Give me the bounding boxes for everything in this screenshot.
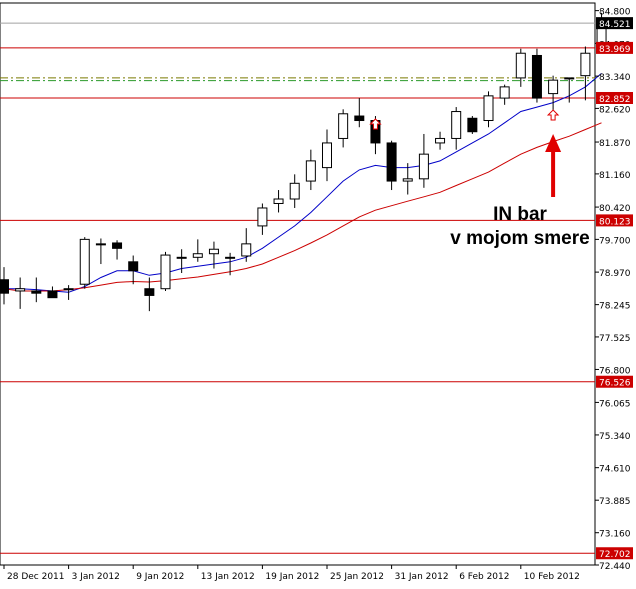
x-tick-label: 3 Jan 2012 — [72, 572, 120, 582]
annotation-line-2: v mojom smere — [450, 228, 590, 249]
x-tick-label: 6 Feb 2012 — [459, 572, 509, 582]
x-tick-label: 10 Feb 2012 — [524, 572, 580, 582]
bearish-candle — [31, 290, 42, 294]
bearish-candle — [144, 288, 155, 296]
y-tick-label: 82.620 — [599, 105, 631, 115]
bearish-candle — [386, 142, 397, 182]
bullish-candle — [322, 142, 332, 169]
bullish-candle — [225, 256, 236, 259]
x-tick-label: 28 Dec 2011 — [7, 572, 65, 582]
bullish-candle — [402, 178, 413, 182]
up-fractal-icon — [369, 118, 382, 130]
x-tick-label: 31 Jan 2012 — [395, 572, 449, 582]
up-fractal-icon — [546, 109, 560, 121]
y-tick-label: 76.065 — [599, 399, 631, 409]
plot-frame — [0, 2, 596, 566]
bullish-candle — [499, 86, 510, 99]
y-tick-label: 77.525 — [599, 334, 631, 344]
bullish-candle — [564, 77, 575, 80]
bullish-candle — [289, 182, 300, 200]
bullish-candle — [451, 111, 462, 139]
y-tick-label: 78.245 — [599, 302, 631, 312]
bullish-candle — [208, 248, 219, 255]
bearish-candle — [128, 261, 139, 272]
level-label-box — [596, 547, 633, 560]
bullish-candle — [95, 243, 106, 246]
bullish-candle — [483, 95, 494, 122]
bullish-candle — [435, 137, 446, 144]
x-tick-label: 25 Jan 2012 — [330, 572, 384, 582]
annotation-line-1: IN bar — [493, 204, 547, 225]
level-label-box — [596, 375, 633, 388]
y-tick-label: 73.160 — [599, 530, 631, 540]
annotation-arrow-head — [545, 133, 562, 152]
bullish-candle — [418, 153, 429, 180]
level-label: 83.969 — [599, 45, 631, 55]
x-tick-label: 9 Jan 2012 — [136, 572, 184, 582]
moving-average-line — [3, 122, 602, 292]
bullish-candle — [305, 160, 316, 182]
bearish-candle — [47, 290, 58, 299]
y-tick-label: 78.970 — [599, 269, 631, 279]
bullish-candle — [15, 288, 26, 292]
y-tick-label: 75.340 — [599, 432, 631, 442]
level-label-box — [596, 41, 633, 54]
bearish-candle — [63, 288, 74, 291]
y-tick-label: 76.800 — [599, 366, 631, 376]
y-tick-label: 83.340 — [599, 73, 631, 83]
bearish-candle — [0, 279, 9, 294]
y-tick-label: 72.440 — [599, 562, 631, 572]
y-tick-label: 79.700 — [599, 236, 631, 246]
level-label-box — [596, 214, 633, 227]
level-label-box — [596, 91, 633, 104]
annotation-text: IN bar v mojom smere — [420, 203, 620, 251]
bearish-candle — [467, 117, 478, 133]
current-price-label-box — [596, 17, 633, 30]
bullish-candle — [273, 198, 284, 204]
bearish-candle — [531, 54, 542, 99]
bullish-candle — [548, 79, 559, 95]
y-tick-label: 73.885 — [599, 497, 631, 507]
y-tick-label: 81.160 — [599, 171, 631, 181]
bullish-candle — [79, 238, 90, 285]
level-label: 76.526 — [599, 379, 631, 389]
bullish-candle — [192, 253, 203, 258]
moving-average-line — [4, 73, 602, 293]
bullish-candle — [515, 52, 526, 79]
bearish-candle — [112, 242, 123, 249]
bullish-candle — [580, 52, 591, 77]
level-label: 82.852 — [599, 95, 631, 105]
bearish-candle — [354, 115, 365, 122]
y-tick-label: 80.420 — [599, 204, 631, 214]
level-label: 72.702 — [599, 550, 631, 560]
x-tick-label: 19 Jan 2012 — [265, 572, 319, 582]
bullish-candle — [160, 254, 171, 290]
y-tick-label: 74.610 — [599, 465, 631, 475]
x-tick-label: 13 Jan 2012 — [201, 572, 255, 582]
y-tick-label: 81.870 — [599, 139, 631, 149]
bullish-candle — [176, 256, 187, 259]
level-label: 80.123 — [599, 217, 631, 227]
y-tick-label: 84.800 — [599, 8, 631, 18]
bullish-candle — [338, 113, 349, 139]
current-price-label: 84.521 — [599, 20, 631, 30]
bullish-candle — [257, 207, 268, 227]
bullish-candle — [241, 243, 252, 257]
